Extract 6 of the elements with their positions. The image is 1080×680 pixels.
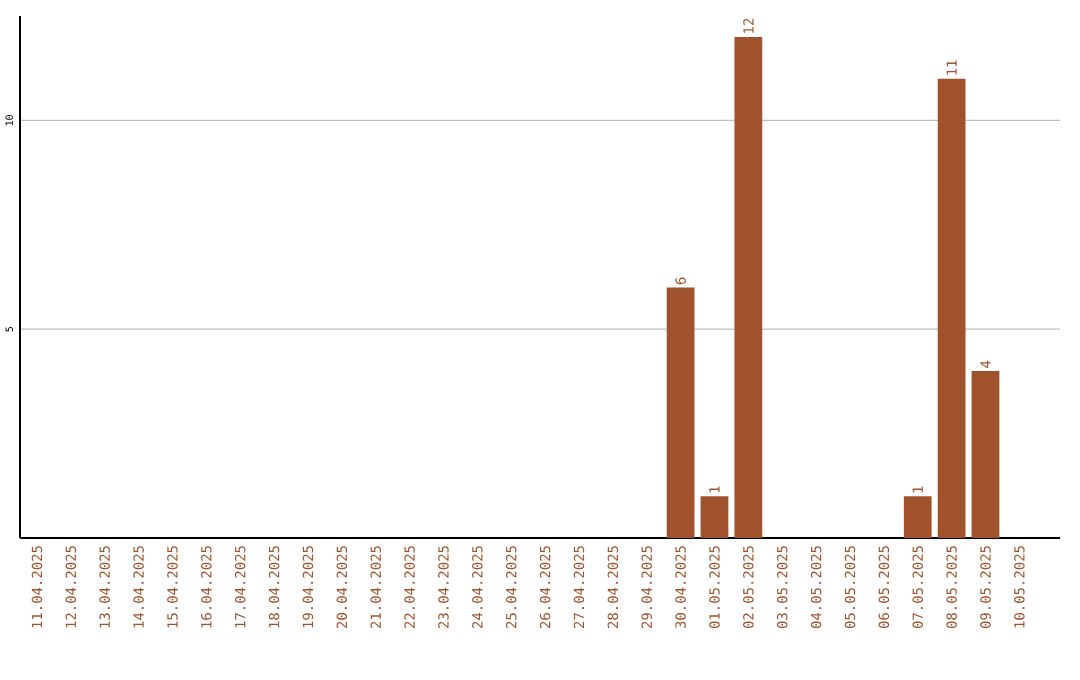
bar	[734, 36, 763, 538]
bar	[937, 78, 966, 538]
bar	[700, 496, 729, 538]
bar	[971, 370, 1000, 538]
bar	[903, 496, 932, 538]
bar	[666, 287, 695, 538]
